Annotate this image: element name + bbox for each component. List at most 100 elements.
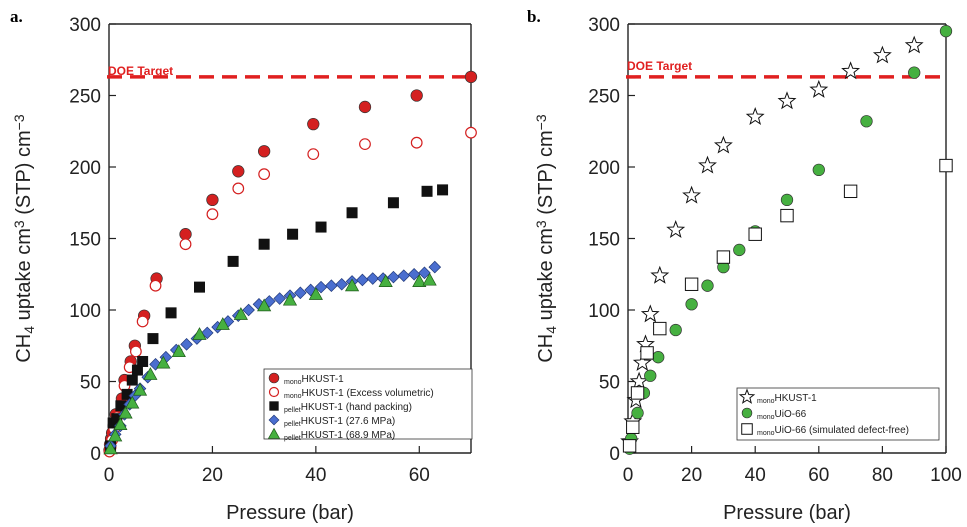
legend-entry: pelletHKUST-1 (68.9 MPa) (284, 430, 395, 442)
data-point (682, 185, 702, 204)
data-point (308, 287, 323, 300)
legend-a: monoHKUST-1 monoHKUST-1 (Excess volumetri… (263, 368, 473, 442)
data-point (631, 406, 644, 420)
data-point (149, 279, 162, 292)
x-tick-label: 0 (104, 465, 115, 486)
data-point (652, 351, 665, 364)
panel-a: a. (10, 7, 23, 26)
data-point (257, 145, 271, 158)
data-point (650, 265, 670, 284)
data-point (644, 369, 657, 382)
data-point (812, 163, 825, 177)
data-point (428, 260, 442, 274)
data-point (282, 292, 298, 306)
data-point (194, 281, 205, 293)
x-tick-label: 40 (745, 465, 766, 486)
data-point (713, 135, 733, 154)
legend-entry: monoUiO-66 (757, 409, 807, 421)
data-point (192, 327, 207, 340)
data-point (748, 227, 762, 241)
data-point (129, 345, 142, 358)
chart-a: 0 50 100 150 200 250 300 0 20 40 60 Pressure (bar) C… (11, 15, 478, 524)
data-point (630, 386, 645, 400)
data-point (126, 374, 138, 386)
data-point (233, 307, 248, 320)
x-tick-label: 100 (930, 465, 962, 486)
data-point (841, 61, 861, 80)
x-tick-label: 80 (872, 465, 893, 486)
data-point (325, 279, 338, 292)
y-tick-label: 200 (588, 158, 620, 179)
data-point (143, 367, 158, 380)
data-point (232, 182, 245, 195)
data-point (273, 292, 286, 305)
data-point (465, 126, 477, 139)
panel-b: b. (527, 7, 541, 26)
data-point (171, 344, 186, 358)
doe-target-label: DOE Target (627, 59, 692, 73)
data-point (257, 298, 272, 312)
data-point (733, 243, 746, 257)
data-point (640, 304, 660, 323)
legend-entry: monoUiO-66 (simulated defect-free) (757, 425, 909, 437)
data-point (344, 278, 360, 292)
legend-entry: monoHKUST-1 (Excess volumetric) (284, 388, 434, 400)
data-point (843, 184, 858, 199)
data-point (780, 208, 794, 223)
y-tick-label: 0 (90, 444, 101, 465)
y-tick-label: 50 (80, 373, 101, 394)
data-point (179, 238, 192, 251)
data-point (335, 277, 349, 291)
data-point (227, 255, 239, 267)
data-point (263, 295, 276, 308)
data-point (653, 321, 667, 336)
data-point (315, 221, 327, 233)
data-point (258, 168, 271, 181)
data-point (113, 417, 128, 430)
data-point (701, 279, 714, 292)
data-point (716, 250, 731, 264)
legend-box (263, 368, 473, 440)
data-point (421, 185, 433, 197)
data-point (215, 317, 230, 330)
data-point (307, 148, 320, 161)
x-axis-title: Pressure (bar) (226, 502, 354, 524)
x-tick-label: 60 (409, 465, 430, 486)
panel-b-letter: b. (527, 7, 541, 26)
data-point (422, 272, 437, 286)
legend-marker (269, 401, 279, 411)
data-point (242, 303, 255, 317)
data-point (745, 106, 765, 125)
data-point (115, 400, 127, 412)
legend-marker (268, 372, 280, 384)
data-point (397, 269, 411, 282)
data-point (125, 395, 140, 409)
legend-b: monoHKUST-1 monoUiO-66 monoUiO-66 (simulat… (736, 387, 940, 441)
data-point (200, 326, 214, 340)
series-b-2 (622, 158, 953, 453)
y-tick-label: 100 (69, 301, 101, 322)
doe-target-label: DOE Target (108, 64, 173, 78)
data-point (378, 274, 393, 287)
x-tick-label: 0 (623, 465, 634, 486)
data-point (179, 228, 192, 241)
data-point (872, 45, 892, 64)
data-point (180, 338, 193, 351)
x-axis-title: Pressure (bar) (723, 502, 851, 524)
legend-marker (738, 388, 756, 404)
y-tick-label: 200 (69, 158, 101, 179)
data-point (314, 280, 328, 294)
legend-marker (741, 423, 753, 435)
data-point (136, 315, 149, 328)
legend-entry: monoHKUST-1 (284, 374, 344, 386)
data-point (108, 428, 123, 442)
data-point (632, 352, 652, 371)
legend-entry: pelletHKUST-1 (27.6 MPa) (284, 416, 395, 428)
data-point (121, 388, 133, 400)
data-point (131, 364, 143, 376)
data-point (111, 413, 123, 425)
y-tick-label: 150 (588, 230, 620, 251)
data-point (412, 274, 427, 287)
series-a-4 (103, 272, 437, 455)
data-point (304, 283, 317, 297)
